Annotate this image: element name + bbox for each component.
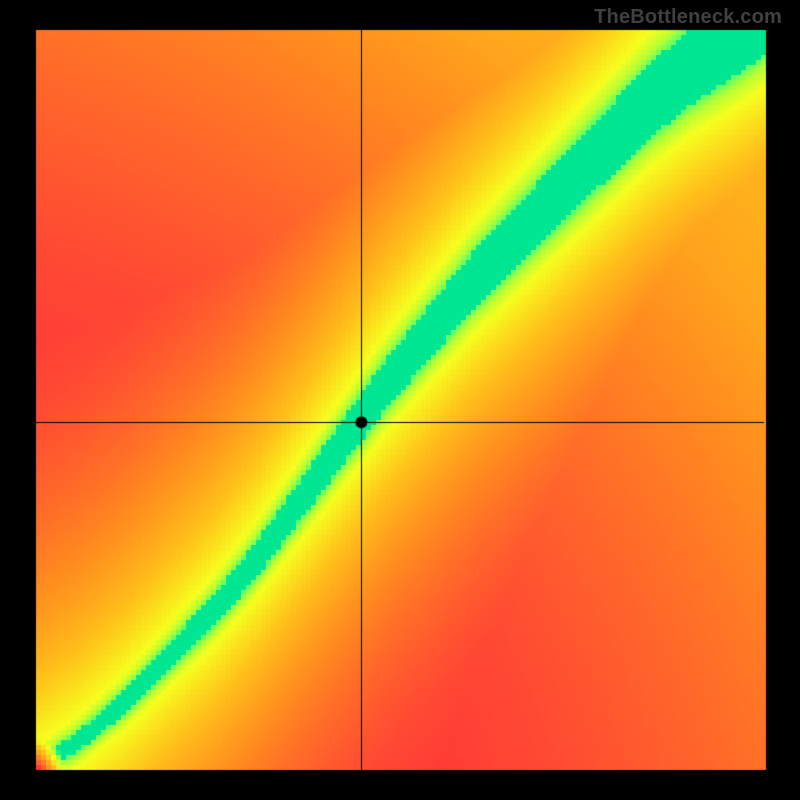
watermark-text: TheBottleneck.com [594, 6, 782, 29]
chart-frame: { "watermark": "TheBottleneck.com", "cha… [0, 0, 800, 800]
bottleneck-heatmap [0, 0, 800, 800]
